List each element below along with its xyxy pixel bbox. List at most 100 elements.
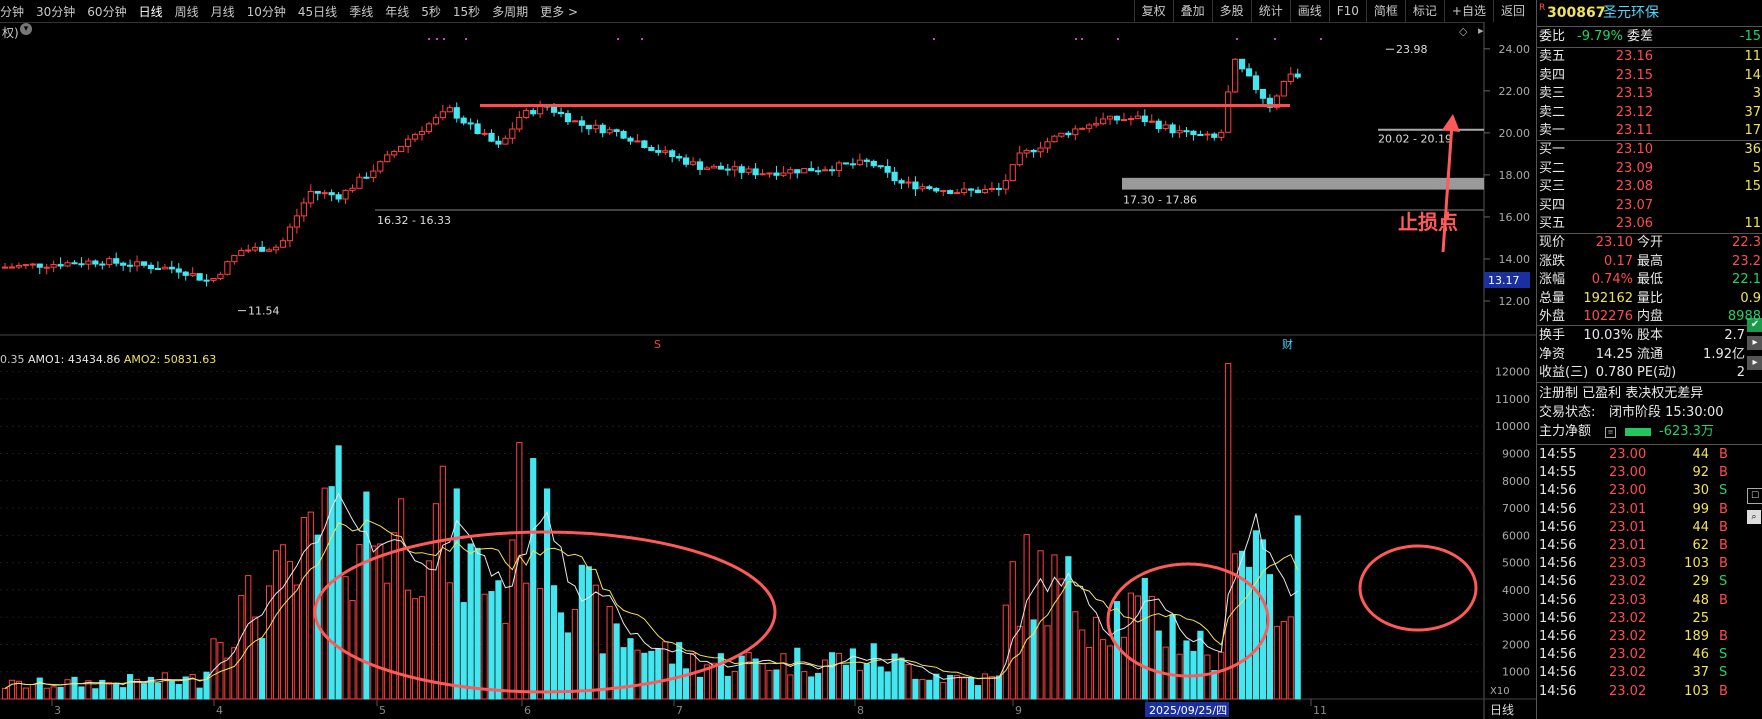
info-label-2: 流通 bbox=[1637, 346, 1664, 362]
period-tab-0[interactable]: 分钟 bbox=[0, 4, 25, 19]
candle-body bbox=[884, 165, 891, 173]
candle-body bbox=[168, 266, 175, 270]
tick-row[interactable]: 14:56 23.01 62 B bbox=[1537, 537, 1762, 555]
tick-row[interactable]: 14:55 23.00 44 B bbox=[1537, 446, 1762, 464]
quote-row-1[interactable]: 涨跌 0.17 最高 23.2 bbox=[1537, 253, 1762, 271]
tick-row[interactable]: 14:56 23.03 103 B bbox=[1537, 555, 1762, 573]
tool-button-5[interactable]: F10 bbox=[1328, 0, 1366, 22]
volume-bar bbox=[620, 647, 627, 700]
quote-row-2[interactable]: 涨幅 0.74% 最低 22.1 bbox=[1537, 271, 1762, 289]
buy-level-2[interactable]: 买二 23.09 5 bbox=[1537, 160, 1762, 178]
chevron-down-icon[interactable]: ▾ bbox=[20, 23, 32, 35]
volume-bar bbox=[1051, 554, 1058, 700]
tick-price: 23.02 bbox=[1609, 629, 1647, 644]
zoom-icon[interactable]: ☐ bbox=[1747, 488, 1762, 504]
support-zone-band bbox=[1122, 177, 1484, 190]
period-tab-1[interactable]: 30分钟 bbox=[36, 4, 76, 19]
period-tab-10[interactable]: 5秒 bbox=[421, 4, 441, 19]
quote-panel: R 300867 圣元环保 委比 -9.79% 委差 -15 注册制 已盈利 表… bbox=[1536, 0, 1762, 719]
tick-row[interactable]: 14:56 23.02 29 S bbox=[1537, 573, 1762, 591]
period-tab-12[interactable]: 多周期 bbox=[492, 4, 529, 19]
period-tab-7[interactable]: 45日线 bbox=[297, 4, 338, 19]
sell-level-1[interactable]: 卖一 23.11 17 bbox=[1537, 122, 1762, 140]
sell-level-4[interactable]: 卖四 23.15 14 bbox=[1537, 67, 1762, 85]
tool-button-8[interactable]: +自选 bbox=[1443, 0, 1493, 22]
candle-body bbox=[828, 169, 836, 172]
period-tab-8[interactable]: 季线 bbox=[349, 4, 374, 19]
period-tab-6[interactable]: 10分钟 bbox=[246, 4, 286, 19]
tool-button-2[interactable]: 多股 bbox=[1211, 0, 1251, 22]
tool-button-0[interactable]: 复权 bbox=[1133, 0, 1173, 22]
candle-body bbox=[127, 264, 134, 267]
quote-row-0[interactable]: 现价 23.10 今开 22.3 bbox=[1537, 234, 1762, 252]
list-icon[interactable]: ≡ bbox=[1605, 427, 1616, 438]
tool-button-3[interactable]: 统计 bbox=[1250, 0, 1290, 22]
tick-row[interactable]: 14:56 23.03 48 B bbox=[1537, 592, 1762, 610]
period-tab-4[interactable]: 周线 bbox=[174, 4, 199, 19]
quote-value: 102276 bbox=[1583, 309, 1633, 324]
diamond-icon[interactable]: ◇ bbox=[1459, 25, 1468, 38]
period-tab-13[interactable]: 更多 > bbox=[540, 4, 579, 19]
volume-y-label: 12000 bbox=[1495, 366, 1530, 379]
tool-button-7[interactable]: 标记 bbox=[1404, 0, 1444, 22]
tick-row[interactable]: 14:56 23.01 99 B bbox=[1537, 501, 1762, 519]
period-tab-9[interactable]: 年线 bbox=[385, 4, 410, 19]
volume-bar bbox=[106, 681, 113, 700]
candle-body bbox=[182, 271, 189, 276]
tick-row[interactable]: 14:56 23.02 25 bbox=[1537, 610, 1762, 628]
stock-name[interactable]: 圣元环保 bbox=[1603, 5, 1659, 21]
search-icon[interactable]: ⌕ bbox=[1747, 510, 1761, 524]
amo2-line bbox=[4, 519, 1299, 689]
period-tab-2[interactable]: 60分钟 bbox=[87, 4, 127, 19]
price-y-label: 14.00 bbox=[1499, 253, 1531, 266]
quote-row-3[interactable]: 总量 192162 量比 0.9 bbox=[1537, 290, 1762, 308]
tick-row[interactable]: 14:56 23.02 37 S bbox=[1537, 664, 1762, 682]
sell-level-2[interactable]: 卖二 23.12 37 bbox=[1537, 104, 1762, 122]
tick-row[interactable]: 14:56 23.02 189 B bbox=[1537, 628, 1762, 646]
volume-bar bbox=[1155, 630, 1162, 700]
finance-marker: 财 bbox=[1282, 337, 1293, 351]
volume-bar bbox=[1211, 670, 1218, 700]
volume-bar bbox=[585, 566, 592, 700]
candle-body bbox=[891, 171, 898, 182]
collapse-icon[interactable]: ▸ bbox=[1747, 356, 1762, 370]
candle-body bbox=[926, 186, 933, 189]
buy-level-5[interactable]: 买五 23.06 11 bbox=[1537, 215, 1762, 233]
tick-row[interactable]: 14:56 23.00 30 S bbox=[1537, 482, 1762, 500]
info-row-0[interactable]: 换手 10.03% 股本 2.7 bbox=[1537, 327, 1762, 345]
volume-bar bbox=[474, 547, 481, 700]
tool-button-6[interactable]: 简框 bbox=[1365, 0, 1405, 22]
volume-bar bbox=[1141, 577, 1148, 700]
candle-body bbox=[717, 165, 724, 170]
buy-level-3[interactable]: 买三 23.08 15 bbox=[1537, 178, 1762, 196]
candle-body bbox=[523, 110, 530, 119]
candle-body bbox=[710, 165, 717, 169]
sell-level-5[interactable]: 卖五 23.16 11 bbox=[1537, 48, 1762, 66]
volume-bar bbox=[1079, 629, 1086, 700]
chart-grid bbox=[0, 22, 1536, 719]
candle-body bbox=[550, 106, 558, 113]
more-icon[interactable]: ▸ bbox=[1478, 24, 1484, 37]
period-tab-5[interactable]: 月线 bbox=[210, 4, 235, 19]
sell-level-3[interactable]: 卖三 23.13 3 bbox=[1537, 85, 1762, 103]
tick-row[interactable]: 14:56 23.01 44 B bbox=[1537, 519, 1762, 537]
period-tab-11[interactable]: 15秒 bbox=[452, 4, 481, 19]
event-marker bbox=[465, 38, 467, 40]
tick-row[interactable]: 14:55 23.00 92 B bbox=[1537, 464, 1762, 482]
tool-button-4[interactable]: 画线 bbox=[1289, 0, 1329, 22]
expand-icon[interactable]: ▸ bbox=[1747, 336, 1762, 350]
info-row-2[interactable]: 收益(三) 0.780 PE(动) 2 bbox=[1537, 364, 1762, 382]
tick-row[interactable]: 14:56 23.02 103 B bbox=[1537, 683, 1762, 701]
buy-level-1[interactable]: 买一 23.10 36 bbox=[1537, 141, 1762, 159]
volume-bar bbox=[648, 650, 655, 700]
period-tab-3[interactable]: 日线 bbox=[138, 4, 163, 19]
shield-icon[interactable]: ✔ bbox=[1747, 318, 1762, 332]
info-row-1[interactable]: 净资 14.25 流通 1.92亿 bbox=[1537, 346, 1762, 364]
buy-level-4[interactable]: 买四 23.07 bbox=[1537, 197, 1762, 215]
candle-body bbox=[106, 258, 113, 266]
tick-row[interactable]: 14:56 23.02 46 S bbox=[1537, 646, 1762, 664]
quote-row-4[interactable]: 外盘 102276 内盘 8988 bbox=[1537, 308, 1762, 326]
tool-button-9[interactable]: 返回 bbox=[1492, 0, 1532, 22]
tool-button-1[interactable]: 叠加 bbox=[1172, 0, 1212, 22]
